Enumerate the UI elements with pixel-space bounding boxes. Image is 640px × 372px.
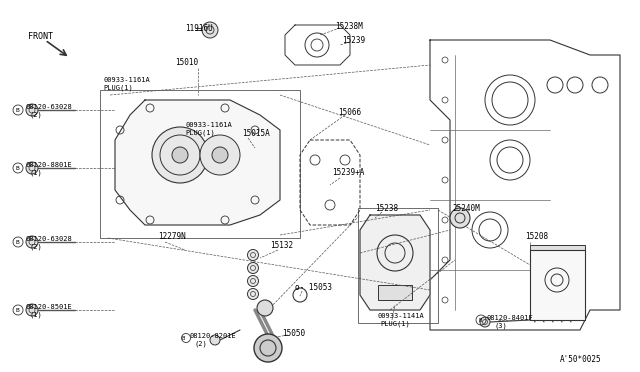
Text: 15010: 15010 <box>175 58 198 67</box>
Text: 08120-8501E: 08120-8501E <box>25 304 72 310</box>
Text: PLUG(1): PLUG(1) <box>185 130 215 136</box>
Text: 15238: 15238 <box>375 203 398 212</box>
Text: 15132: 15132 <box>270 241 293 250</box>
Text: 00933-1141A: 00933-1141A <box>378 313 425 319</box>
Text: 08120-8401F: 08120-8401F <box>487 315 534 321</box>
Text: (2): (2) <box>195 341 208 347</box>
Circle shape <box>172 147 188 163</box>
Text: 15239: 15239 <box>342 35 365 45</box>
Text: 12279N: 12279N <box>158 231 186 241</box>
Circle shape <box>200 135 240 175</box>
Circle shape <box>26 236 38 248</box>
Bar <box>530 245 585 253</box>
Text: B: B <box>15 166 19 170</box>
Circle shape <box>152 127 208 183</box>
Bar <box>358 208 438 323</box>
Bar <box>100 90 300 238</box>
Circle shape <box>248 263 259 273</box>
Text: B: B <box>15 308 19 312</box>
Circle shape <box>26 104 38 116</box>
Bar <box>378 285 412 300</box>
Text: 25240M: 25240M <box>452 203 480 212</box>
Circle shape <box>212 147 228 163</box>
Polygon shape <box>360 215 430 310</box>
Text: 08120-8801E: 08120-8801E <box>25 162 72 168</box>
Text: 15239+A: 15239+A <box>332 167 364 176</box>
Text: 08120-63028: 08120-63028 <box>25 236 72 242</box>
Text: 15015A: 15015A <box>242 128 269 138</box>
Circle shape <box>254 334 282 362</box>
Text: (3): (3) <box>495 323 508 329</box>
Text: 15066: 15066 <box>338 108 361 116</box>
Circle shape <box>257 300 273 316</box>
Text: 00933-1161A: 00933-1161A <box>185 122 232 128</box>
Bar <box>530 250 585 320</box>
Text: PLUG(1): PLUG(1) <box>103 85 132 91</box>
Text: B: B <box>181 336 184 340</box>
Circle shape <box>480 317 490 327</box>
Circle shape <box>26 162 38 174</box>
Text: 00933-1161A: 00933-1161A <box>103 77 150 83</box>
Text: 11916U: 11916U <box>185 23 212 32</box>
Text: 08120-63028: 08120-63028 <box>25 104 72 110</box>
Text: 15208: 15208 <box>525 231 548 241</box>
Text: 15238M: 15238M <box>335 22 363 31</box>
Circle shape <box>248 289 259 299</box>
Text: (1): (1) <box>29 170 42 176</box>
Circle shape <box>248 276 259 286</box>
Circle shape <box>450 208 470 228</box>
Circle shape <box>210 335 220 345</box>
Text: B: B <box>15 240 19 244</box>
Text: (2): (2) <box>29 112 42 118</box>
Text: B: B <box>478 317 482 323</box>
Text: o- 15053: o- 15053 <box>295 282 332 292</box>
Text: A'50*0025: A'50*0025 <box>560 356 602 365</box>
Text: (1): (1) <box>29 312 42 318</box>
Text: (2): (2) <box>29 244 42 250</box>
Text: B: B <box>15 108 19 112</box>
Text: 08120-8201E: 08120-8201E <box>190 333 237 339</box>
Circle shape <box>26 304 38 316</box>
Text: FRONT: FRONT <box>28 32 53 41</box>
Text: PLUG(1): PLUG(1) <box>380 321 410 327</box>
Circle shape <box>248 250 259 260</box>
Text: 15050: 15050 <box>282 328 305 337</box>
Circle shape <box>202 22 218 38</box>
Polygon shape <box>115 100 280 225</box>
